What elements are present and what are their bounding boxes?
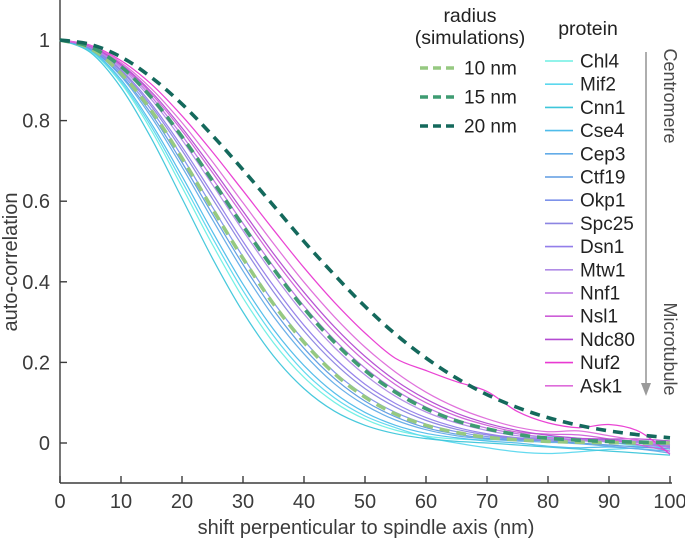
legend-label-15nm: 15 nm (464, 88, 517, 109)
legend-label-Mtw1: Mtw1 (580, 260, 625, 281)
x-tick-label: 20 (171, 491, 193, 513)
x-tick-label: 80 (537, 491, 559, 513)
legend-label-Nsl1: Nsl1 (580, 307, 618, 328)
x-tick-label: 90 (598, 491, 620, 513)
legend-label-Ask1: Ask1 (580, 376, 622, 397)
y-tick-label: 0.6 (22, 191, 50, 213)
curve-Chl4 (59, 39, 671, 450)
x-tick-label: 50 (354, 491, 376, 513)
legend-label-10nm: 10 nm (464, 59, 517, 80)
annotation-microtubule: Microtubule (660, 302, 680, 395)
curve-Spc25 (59, 39, 671, 447)
legend-label-Nuf2: Nuf2 (580, 353, 620, 374)
legend-radius-title-line2: (simulations) (415, 27, 526, 49)
curves (59, 38, 671, 456)
legend-radius-title-line1: radius (443, 5, 496, 27)
y-tick-label: 0.8 (22, 111, 50, 133)
curve-Nnf1 (59, 39, 671, 449)
annotation-centromere: Centromere (660, 48, 680, 143)
curve-Dsn1 (59, 39, 671, 446)
legend-label-20nm: 20 nm (464, 117, 517, 138)
legend-label-Ctf19: Ctf19 (580, 168, 625, 189)
sim-curve-15nm (59, 38, 671, 445)
legend-label-Cse4: Cse4 (580, 121, 625, 142)
curve-Okp1 (59, 39, 671, 448)
y-tick-label: 0.4 (22, 272, 50, 294)
legend-radius: radius (simulations) 10 nm 15 nm 20 nm (415, 5, 526, 138)
legend-label-Chl4: Chl4 (580, 52, 620, 73)
y-tick-label: 0.2 (22, 352, 50, 374)
x-axis-title: shift perpenticular to spindle axis (nm) (198, 517, 535, 539)
legend-label-Cep3: Cep3 (580, 144, 625, 165)
sim-curve-20nm (59, 38, 671, 440)
legend-protein-title: protein (558, 18, 618, 40)
curve-Nuf2 (59, 39, 671, 455)
y-axis-title: auto-correlation (0, 193, 22, 332)
x-tick-label: 30 (232, 491, 254, 513)
x-tick-label: 10 (110, 491, 132, 513)
curve-Ndc80 (59, 39, 671, 442)
y-tick-label: 0 (39, 433, 50, 455)
arrow-down-icon (641, 383, 651, 396)
x-tick-label: 70 (476, 491, 498, 513)
legend-label-Spc25: Spc25 (580, 214, 634, 235)
curve-Cnn1 (59, 39, 671, 456)
legend-label-Ndc80: Ndc80 (580, 330, 635, 351)
curve-Cse4 (59, 39, 671, 452)
legend-label-Okp1: Okp1 (580, 191, 625, 212)
curve-Nsl1 (59, 39, 671, 452)
curve-Mif2 (59, 39, 671, 455)
y-tick-label: 1 (39, 30, 50, 52)
curve-Cep3 (59, 39, 671, 454)
axes: 0 10 20 30 40 50 60 70 80 90 100 0 0.2 0.4 0.6 0.8 1 (22, 0, 685, 513)
curve-Ctf19 (59, 39, 671, 450)
sim-curve-10nm (59, 38, 671, 445)
curve-Mtw1 (59, 39, 671, 444)
x-tick-label: 40 (293, 491, 315, 513)
legend-label-Mif2: Mif2 (580, 75, 616, 96)
x-tick-label: 100 (653, 491, 685, 513)
curve-Ask1 (59, 39, 671, 446)
legend-label-Dsn1: Dsn1 (580, 237, 624, 258)
legend-label-Cnn1: Cnn1 (580, 98, 625, 119)
annotation-axis: Centromere Microtubule (641, 48, 680, 396)
x-tick-label: 0 (54, 491, 65, 513)
x-tick-label: 60 (415, 491, 437, 513)
legend-label-Nnf1: Nnf1 (580, 284, 620, 305)
